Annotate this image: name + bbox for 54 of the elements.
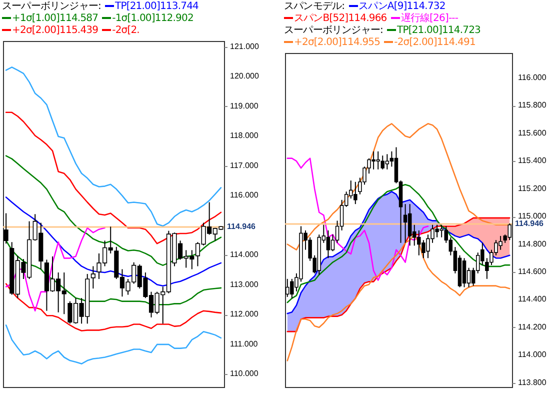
legend-label: -1σ[1.00]112.902 [112,13,194,24]
y-tick-label: 117.000 [230,160,259,170]
y-tick-label: 114.000 [230,250,259,260]
legend-label: スパンA[9]114.732 [358,1,446,12]
line-series [286,158,429,281]
y-tick-label: 115.600 [518,128,547,138]
line-series [5,227,106,312]
candlestick [90,266,96,290]
y-tick-label: 110.000 [230,369,259,378]
legend-label: TP[21.00]113.744 [114,1,199,12]
y-tick-label: 116.000 [518,72,547,82]
legend-label: +2σ[2.00]115.439 [12,25,98,36]
line-series [286,123,510,250]
y-tick-label: 114.200 [518,322,547,332]
legend-title: スーパーボリンジャー: [2,1,101,13]
y-tick-label: 114.400 [518,294,547,304]
legend-label: +2σ[2.00]114.955 [294,37,380,48]
candlestick [326,230,330,259]
legend-label: TP[21.00]114.723 [396,25,481,36]
y-tick-label: 121.000 [230,42,260,51]
y-tick-label: 113.800 [518,378,547,387]
y-tick-label: 115.800 [518,100,547,110]
legend-label: +1σ[1.00]114.587 [12,13,98,24]
legend-label: スパンB[52]114.966 [294,13,387,24]
line-series [5,324,222,364]
y-tick-label: 120.000 [230,72,260,81]
candlestick [403,204,408,244]
ref-line-label: 114.946 [515,219,544,228]
y-tick-label: 114.600 [518,266,547,276]
line-series [5,66,222,227]
text: スパンモデル: [284,1,345,12]
line-series [5,155,222,266]
y-tick-label: 113.000 [230,280,259,289]
y-tick-label: 114.800 [518,239,547,248]
y-tick-label: 116.000 [230,190,259,200]
y-tick-label: 115.000 [518,212,547,221]
legend-label: -2σ[2.00]114.491 [394,37,476,48]
y-tick-label: 112.000 [230,310,259,319]
y-tick-label: 111.000 [230,339,258,348]
candlestick [462,258,466,288]
y-tick-label: 118.000 [230,131,259,140]
candlestick [385,154,390,170]
legend-label: -2σ[2. [112,25,140,36]
y-tick-label: 119.000 [230,101,259,110]
text: スーパーボリンジャー: [284,25,383,36]
y-tick-label: 115.200 [518,184,547,193]
line-series [5,283,222,332]
ref-line-label: 114.946 [227,222,256,232]
legend-label: 遅行線[26]--- [400,13,458,24]
y-tick-label: 114.000 [518,350,547,360]
line-series [5,112,222,244]
candlestick [4,212,8,244]
candlestick [408,204,412,246]
y-tick-label: 115.400 [518,156,547,166]
